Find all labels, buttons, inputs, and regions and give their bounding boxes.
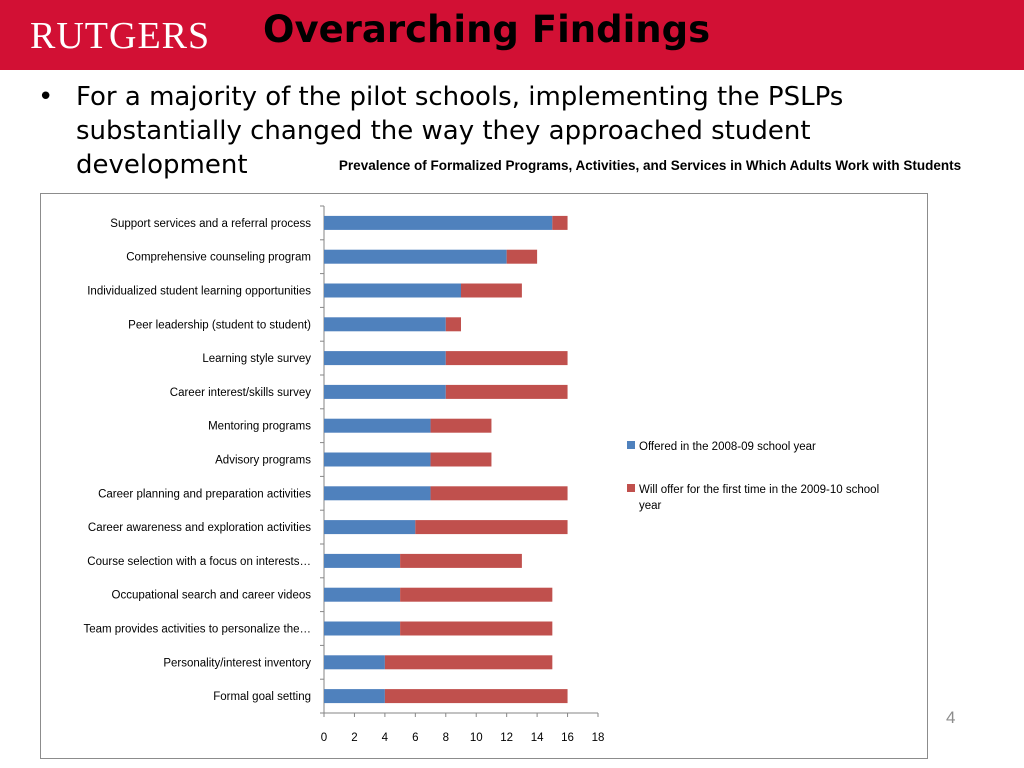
bar-segment-will-offer xyxy=(552,215,568,230)
rutgers-logo: RUTGERS xyxy=(30,15,211,57)
bar-segment-offered xyxy=(324,621,401,636)
slide-title: Overarching Findings xyxy=(263,8,711,51)
bar-segment-offered xyxy=(324,317,446,332)
bar-segment-will-offer xyxy=(461,283,522,298)
bar-segment-offered xyxy=(324,655,385,670)
chart-title: Prevalence of Formalized Programs, Activ… xyxy=(338,158,962,173)
category-label: Career awareness and exploration activit… xyxy=(88,522,311,534)
bar-segment-offered xyxy=(324,587,401,602)
bar-segment-will-offer xyxy=(506,249,538,264)
x-tick-label: 8 xyxy=(443,732,449,744)
chart-frame xyxy=(40,193,928,759)
bar-segment-offered xyxy=(324,520,416,535)
bar-segment-will-offer xyxy=(430,486,568,501)
bar-segment-will-offer xyxy=(384,689,568,704)
x-tick-label: 14 xyxy=(531,732,544,744)
bar-segment-offered xyxy=(324,215,553,230)
category-label: Career planning and preparation activiti… xyxy=(98,488,311,500)
bar-segment-offered xyxy=(324,283,461,298)
category-label: Course selection with a focus on interes… xyxy=(87,556,311,568)
category-label: Team provides activities to personalize … xyxy=(83,624,311,636)
category-label: Learning style survey xyxy=(202,353,311,365)
bullet-icon: • xyxy=(38,82,54,112)
bar-segment-will-offer xyxy=(400,621,553,636)
bar-segment-offered xyxy=(324,418,431,433)
bullet-text: For a majority of the pilot schools, imp… xyxy=(76,82,844,180)
category-label: Comprehensive counseling program xyxy=(126,252,311,264)
x-tick-label: 10 xyxy=(470,732,483,744)
category-label: Occupational search and career videos xyxy=(112,590,312,602)
x-tick-label: 4 xyxy=(382,732,389,744)
bar-segment-will-offer xyxy=(415,520,568,535)
bar-segment-offered xyxy=(324,452,431,467)
x-tick-label: 2 xyxy=(351,732,357,744)
x-tick-label: 6 xyxy=(412,732,418,744)
bar-segment-will-offer xyxy=(384,655,553,670)
bar-segment-offered xyxy=(324,689,385,704)
legend-label-will-offer: Will offer for the first time in the 200… xyxy=(639,484,879,512)
category-label: Individualized student learning opportun… xyxy=(87,286,311,298)
bar-segment-offered xyxy=(324,249,507,264)
bar-segment-will-offer xyxy=(400,553,522,568)
category-label: Support services and a referral process xyxy=(110,218,311,230)
bar-segment-offered xyxy=(324,384,446,399)
category-label: Career interest/skills survey xyxy=(170,387,311,399)
x-tick-label: 16 xyxy=(561,732,574,744)
legend-label-offered: Offered in the 2008-09 school year xyxy=(639,441,816,453)
bar-segment-offered xyxy=(324,553,401,568)
bar-segment-will-offer xyxy=(400,587,553,602)
x-tick-label: 12 xyxy=(500,732,513,744)
legend-swatch-will-offer xyxy=(627,484,635,492)
bar-segment-will-offer xyxy=(445,317,461,332)
category-label: Formal goal setting xyxy=(213,691,311,703)
x-tick-label: 18 xyxy=(592,732,605,744)
header-bar: RUTGERS Overarching Findings xyxy=(0,0,1024,70)
legend-swatch-offered xyxy=(627,441,635,449)
x-tick-label: 0 xyxy=(321,732,327,744)
category-label: Advisory programs xyxy=(215,455,311,467)
category-label: Mentoring programs xyxy=(208,421,311,433)
bar-segment-will-offer xyxy=(445,384,568,399)
bar-segment-will-offer xyxy=(430,452,492,467)
bar-segment-will-offer xyxy=(430,418,492,433)
category-label: Peer leadership (student to student) xyxy=(128,319,311,331)
page-number: 4 xyxy=(946,708,956,727)
bar-segment-will-offer xyxy=(445,351,568,366)
bar-segment-offered xyxy=(324,486,431,501)
category-label: Personality/interest inventory xyxy=(163,657,311,669)
bar-segment-offered xyxy=(324,351,446,366)
